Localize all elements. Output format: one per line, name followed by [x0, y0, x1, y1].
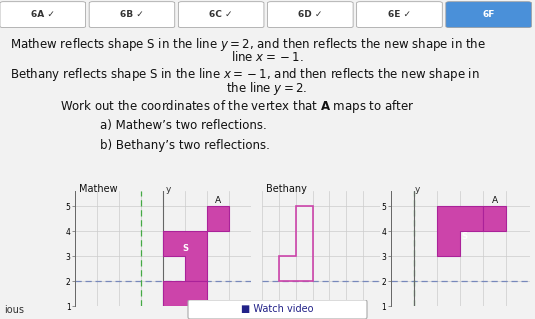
Text: y: y — [165, 185, 171, 194]
Text: y: y — [415, 185, 421, 194]
Text: Mathew: Mathew — [79, 184, 118, 194]
Text: A: A — [492, 196, 498, 205]
Polygon shape — [163, 231, 208, 281]
Text: ious: ious — [4, 305, 24, 315]
FancyBboxPatch shape — [188, 300, 367, 319]
FancyBboxPatch shape — [446, 2, 531, 27]
FancyBboxPatch shape — [268, 2, 353, 27]
Text: 6E ✓: 6E ✓ — [388, 10, 411, 19]
Text: Work out the coordinates of the vertex that $\mathbf{A}$ maps to after: Work out the coordinates of the vertex t… — [60, 98, 415, 115]
Text: b) Bethany’s two reflections.: b) Bethany’s two reflections. — [100, 139, 270, 152]
Text: S: S — [462, 232, 468, 241]
Text: 6B ✓: 6B ✓ — [120, 10, 144, 19]
Text: Mathew reflects shape S in the line $y=2$, and then reflects the new shape in th: Mathew reflects shape S in the line $y=2… — [10, 36, 486, 53]
Text: 6F: 6F — [483, 10, 495, 19]
Polygon shape — [163, 281, 208, 306]
Text: S: S — [182, 244, 188, 253]
Text: 6C ✓: 6C ✓ — [209, 10, 233, 19]
Polygon shape — [483, 206, 507, 231]
Text: line $x=-1$.: line $x=-1$. — [231, 50, 303, 64]
FancyBboxPatch shape — [89, 2, 175, 27]
Polygon shape — [208, 206, 230, 231]
Polygon shape — [437, 206, 483, 256]
FancyBboxPatch shape — [0, 2, 86, 27]
FancyBboxPatch shape — [178, 2, 264, 27]
Text: A: A — [215, 196, 221, 205]
Text: the line $y=2$.: the line $y=2$. — [226, 80, 308, 97]
Text: 6D ✓: 6D ✓ — [298, 10, 323, 19]
FancyBboxPatch shape — [357, 2, 442, 27]
Text: Bethany: Bethany — [265, 184, 307, 194]
Text: Bethany reflects shape S in the line $x=-1$, and then reflects the new shape in: Bethany reflects shape S in the line $x=… — [10, 66, 480, 83]
Text: 6A ✓: 6A ✓ — [31, 10, 55, 19]
Text: a) Mathew’s two reflections.: a) Mathew’s two reflections. — [100, 119, 267, 132]
Text: ■ Watch video: ■ Watch video — [241, 304, 314, 315]
